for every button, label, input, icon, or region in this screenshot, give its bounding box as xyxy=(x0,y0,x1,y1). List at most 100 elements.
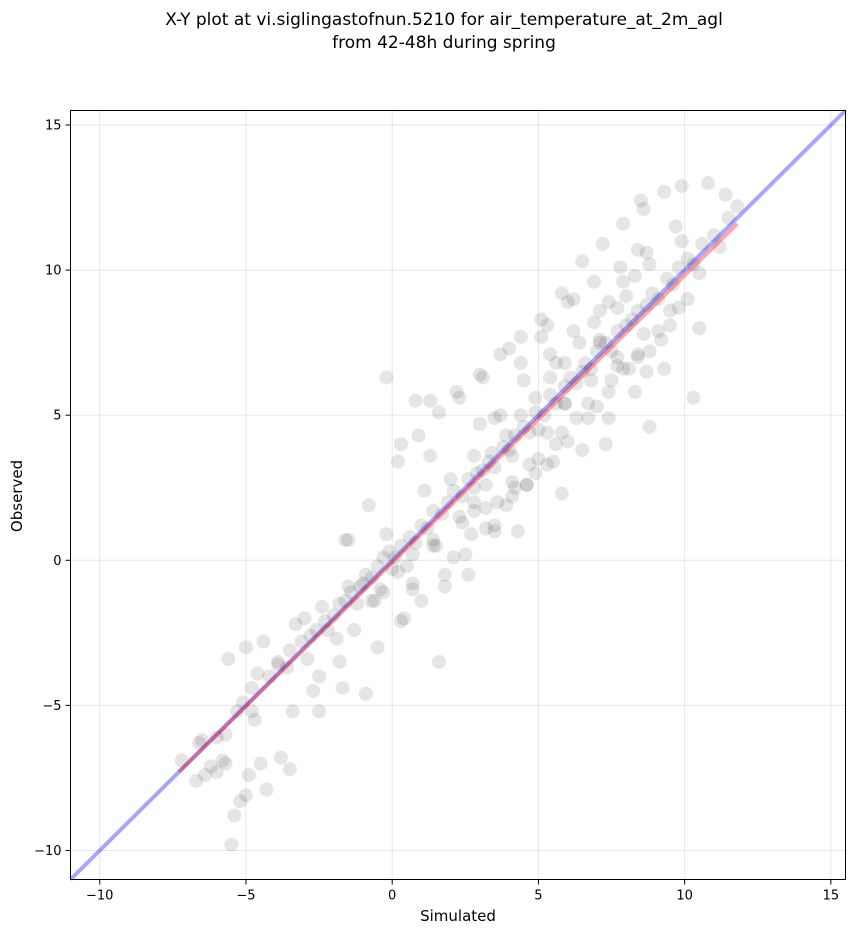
scatter-point xyxy=(546,454,561,469)
scatter-point xyxy=(513,355,528,370)
scatter-point xyxy=(601,411,616,426)
scatter-point xyxy=(563,370,578,385)
scatter-point xyxy=(663,303,678,318)
scatter-point xyxy=(244,680,259,695)
scatter-point xyxy=(449,384,464,399)
scatter-point xyxy=(478,501,493,516)
scatter-point xyxy=(671,260,686,275)
scatter-point xyxy=(630,347,645,362)
scatter-point xyxy=(434,506,449,521)
scatter-point xyxy=(218,756,233,771)
scatter-point xyxy=(338,593,353,608)
scatter-point xyxy=(303,628,318,643)
scatter-point xyxy=(619,289,634,304)
y-tick-label: −5 xyxy=(42,699,61,714)
scatter-point xyxy=(543,347,558,362)
scatter-point xyxy=(437,579,452,594)
scatter-point xyxy=(604,373,619,388)
y-ticks: −10 −5 0 5 10 15 xyxy=(34,119,71,859)
scatter-point xyxy=(426,503,441,518)
scatter-point xyxy=(519,477,534,492)
x-tick-label: 5 xyxy=(534,889,542,904)
scatter-point xyxy=(639,364,654,379)
scatter-point xyxy=(601,384,616,399)
scatter-point xyxy=(534,329,549,344)
scatter-point xyxy=(502,443,517,458)
scatter-point xyxy=(332,596,347,611)
scatter-point xyxy=(209,765,224,780)
scatter-point xyxy=(586,315,601,330)
scatter-point xyxy=(540,318,555,333)
scatter-point xyxy=(540,425,555,440)
scatter-point xyxy=(370,640,385,655)
scatter-point xyxy=(630,350,645,365)
scatter-point xyxy=(701,176,716,191)
scatter-point xyxy=(581,411,596,426)
scatter-point xyxy=(189,773,204,788)
scatter-point xyxy=(478,477,493,492)
scatter-point xyxy=(475,370,490,385)
scatter-point xyxy=(335,680,350,695)
scatter-point xyxy=(557,355,572,370)
scatter-point xyxy=(376,585,391,600)
scatter-point xyxy=(423,448,438,463)
scatter-point xyxy=(651,292,666,307)
scatter-point xyxy=(393,437,408,452)
scatter-point xyxy=(405,547,420,562)
scatter-point xyxy=(537,408,552,423)
scatter-point xyxy=(730,199,745,214)
scatter-point xyxy=(230,704,245,719)
scatter-point xyxy=(320,622,335,637)
scatter-point xyxy=(627,384,642,399)
scatter-point xyxy=(429,538,444,553)
scatter-point xyxy=(522,425,537,440)
scatter-point xyxy=(271,654,286,669)
scatter-point xyxy=(589,344,604,359)
scatter-point xyxy=(379,527,394,542)
scatter-point xyxy=(385,561,400,576)
scatter-point xyxy=(595,236,610,251)
scatter-point xyxy=(408,535,423,550)
scatter-point xyxy=(586,274,601,289)
scatter-point xyxy=(695,236,710,251)
plot-frame xyxy=(70,110,846,880)
scatter-point xyxy=(338,532,353,547)
scatter-point xyxy=(721,210,736,225)
scatter-point xyxy=(718,187,733,202)
scatter-point xyxy=(516,373,531,388)
scatter-point xyxy=(426,532,441,547)
scatter-point xyxy=(630,242,645,257)
scatter-point xyxy=(569,411,584,426)
scatter-point xyxy=(364,570,379,585)
scatter-point xyxy=(218,727,233,742)
scatter-point xyxy=(405,576,420,591)
scatter-point xyxy=(341,532,356,547)
regression-line xyxy=(177,222,739,774)
scatter-point xyxy=(297,611,312,626)
scatter-point xyxy=(467,495,482,510)
scatter-point xyxy=(472,367,487,382)
scatter-point xyxy=(332,654,347,669)
scatter-point xyxy=(622,361,637,376)
scatter-point xyxy=(350,596,365,611)
scatter-point xyxy=(437,567,452,582)
scatter-point xyxy=(262,669,277,684)
scatter-point xyxy=(543,370,558,385)
y-tick-label: 0 xyxy=(53,554,61,569)
scatter-point xyxy=(467,448,482,463)
scatter-point xyxy=(651,324,666,339)
scatter-point xyxy=(227,808,242,823)
scatter-point xyxy=(373,582,388,597)
scatter-point xyxy=(566,292,581,307)
scatter-point xyxy=(557,379,572,394)
scatter-point xyxy=(496,440,511,455)
scatter-point xyxy=(686,390,701,405)
scatter-point xyxy=(440,495,455,510)
scatter-point xyxy=(329,631,344,646)
scatter-point xyxy=(668,219,683,234)
scatter-point xyxy=(663,318,678,333)
scatter-point xyxy=(531,422,546,437)
scatter-point xyxy=(619,318,634,333)
scatter-point xyxy=(528,405,543,420)
scatter-point xyxy=(598,335,613,350)
